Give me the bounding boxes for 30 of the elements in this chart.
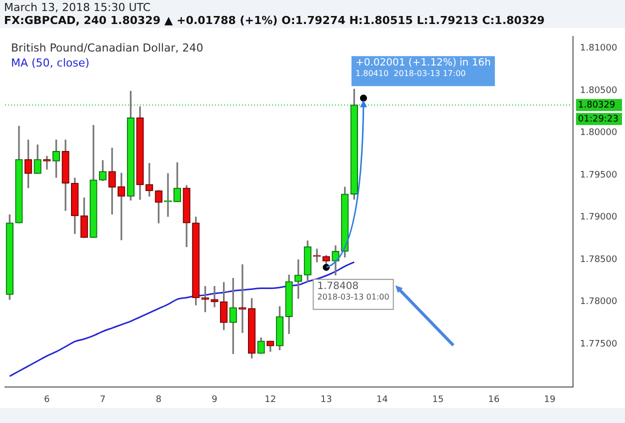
x-tick-label: 6 xyxy=(44,394,50,405)
y-tick-label: 1.80000 xyxy=(580,128,618,138)
annotation: 1.80410 2018-03-13 17:00 xyxy=(355,69,466,78)
x-tick-label: 14 xyxy=(376,394,388,405)
x-tick-label: 15 xyxy=(432,394,444,405)
annotation: +0.02001 (+1.12%) in 16h xyxy=(355,58,491,69)
x-tick-label: 19 xyxy=(544,394,556,405)
y-tick-label: 1.81000 xyxy=(580,44,618,54)
x-tick-label: 12 xyxy=(264,394,276,405)
y-tick-label: 1.78500 xyxy=(580,254,618,265)
x-tick-label: 16 xyxy=(488,394,500,405)
x-tick-label: 7 xyxy=(100,394,106,405)
chart-title: FX:GBPCAD, 240 1.80329 ▲ +0.01788 (+1%) O:1.79274 H:1.80515 L:1.79213 C:1.80329 xyxy=(3,14,546,28)
annotation: 1.78408 xyxy=(317,280,359,292)
y-tick-label: 1.80500 xyxy=(580,86,618,96)
annotation: 2018-03-13 01:00 xyxy=(317,292,390,302)
y-tick-label: 1.77500 xyxy=(580,339,618,350)
candlestick xyxy=(313,248,321,262)
ref-line-label: 1.80329 xyxy=(578,100,616,110)
text: MA (50, close) xyxy=(11,56,90,70)
x-tick-label: 9 xyxy=(212,394,218,405)
y-tick-label: 1.79500 xyxy=(580,170,618,180)
text: 01:29:23 xyxy=(578,114,618,124)
y-tick-label: 1.79000 xyxy=(580,212,618,223)
text: March 13, 2018 15:30 UTC xyxy=(3,0,152,14)
x-tick-label: 8 xyxy=(156,394,162,405)
text: British Pound/Canadian Dollar, 240 xyxy=(11,41,204,54)
y-tick-label: 1.78000 xyxy=(580,297,618,308)
candlestick xyxy=(210,286,218,308)
x-tick-label: 13 xyxy=(320,394,332,405)
